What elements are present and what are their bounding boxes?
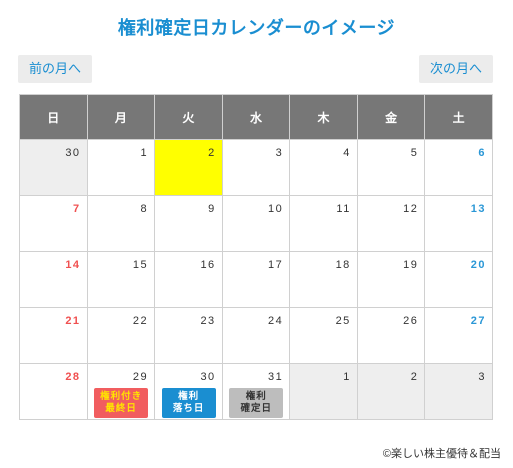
event-badge: 権利付き 最終日: [94, 388, 149, 418]
day-number: 6: [478, 147, 486, 159]
day-cell[interactable]: 10: [221, 195, 291, 252]
day-number: 13: [470, 203, 486, 215]
day-cell[interactable]: 15: [86, 251, 156, 308]
day-cell[interactable]: 4: [289, 139, 358, 196]
day-number: 22: [132, 315, 149, 327]
day-number: 12: [403, 203, 419, 215]
day-cell[interactable]: 23: [154, 307, 223, 364]
day-cell[interactable]: 25: [289, 307, 358, 364]
day-cell[interactable]: 16: [154, 251, 223, 308]
weekday-header-row: 日 月 火 水 木 金 土: [19, 94, 493, 140]
day-cell[interactable]: 8: [86, 195, 156, 252]
day-cell[interactable]: 27: [424, 307, 493, 364]
prev-month-button[interactable]: 前の月へ: [18, 55, 93, 83]
weekday-fri: 金: [356, 94, 426, 140]
day-number: 7: [72, 203, 81, 215]
day-number: 1: [140, 147, 149, 159]
day-number: 2: [410, 371, 419, 383]
day-cell[interactable]: 17: [221, 251, 291, 308]
page-title: 権利確定日カレンダーのイメージ: [117, 18, 396, 38]
event-badge: 権利 確定日: [229, 388, 284, 418]
day-number: 24: [268, 315, 284, 327]
day-number: 11: [336, 203, 351, 215]
day-cell[interactable]: 24: [221, 307, 291, 364]
day-number: 5: [410, 147, 419, 159]
day-number: 18: [335, 259, 351, 271]
day-cell[interactable]: 11: [289, 195, 358, 252]
day-cell[interactable]: 13: [424, 195, 493, 252]
week-row: 30 1 2 3 4 5 6: [19, 139, 493, 196]
weekday-tue: 火: [154, 94, 223, 140]
day-cell[interactable]: 5: [356, 139, 426, 196]
calendar: 日 月 火 水 木 金 土 30 1 2 3 4 5 6 7 8 9 10 11 12 13 14 15 16 1…: [19, 94, 493, 420]
weekday-sat: 土: [424, 94, 493, 140]
day-number: 29: [132, 371, 149, 383]
day-cell[interactable]: 6: [424, 139, 493, 196]
next-month-button[interactable]: 次の月へ: [418, 55, 493, 83]
day-number: 30: [65, 147, 81, 159]
day-number: 15: [132, 259, 149, 271]
day-number: 10: [268, 203, 284, 215]
day-number: 2: [208, 147, 216, 159]
day-number: 31: [268, 371, 284, 383]
day-cell[interactable]: 3: [221, 139, 291, 196]
day-cell[interactable]: 2: [154, 139, 223, 196]
day-cell[interactable]: 31 権利 確定日: [221, 363, 291, 420]
day-cell[interactable]: 21: [19, 307, 88, 364]
day-cell[interactable]: 26: [356, 307, 426, 364]
day-cell[interactable]: 1: [289, 363, 358, 420]
day-cell[interactable]: 9: [154, 195, 223, 252]
day-cell[interactable]: 20: [424, 251, 493, 308]
day-cell[interactable]: 7: [19, 195, 88, 252]
day-cell[interactable]: 3: [424, 363, 493, 420]
day-number: 16: [200, 259, 216, 271]
day-number: 26: [403, 315, 419, 327]
week-row: 28 29 権利付き 最終日 30 権利 落ち日 31 権利 確定日 1 2 3: [19, 363, 493, 420]
day-cell[interactable]: 30: [19, 139, 88, 196]
day-number: 3: [275, 147, 284, 159]
day-cell[interactable]: 14: [19, 251, 88, 308]
day-number: 9: [208, 203, 216, 215]
day-cell[interactable]: 19: [356, 251, 426, 308]
day-number: 21: [65, 315, 81, 327]
day-number: 23: [200, 315, 216, 327]
day-cell[interactable]: 29 権利付き 最終日: [86, 363, 156, 420]
week-row: 14 15 16 17 18 19 20: [19, 251, 493, 308]
day-number: 17: [268, 259, 284, 271]
day-cell[interactable]: 28: [19, 363, 88, 420]
day-number: 19: [403, 259, 419, 271]
weekday-thu: 木: [289, 94, 358, 140]
week-row: 7 8 9 10 11 12 13: [19, 195, 493, 252]
day-number: 3: [478, 371, 486, 383]
copyright: ©楽しい株主優待＆配当: [382, 448, 501, 460]
calendar-body: 30 1 2 3 4 5 6 7 8 9 10 11 12 13 14 15 16 17 18 19 20 21 22 23 2…: [19, 139, 493, 420]
day-number: 1: [343, 371, 351, 383]
day-cell[interactable]: 18: [289, 251, 358, 308]
day-cell[interactable]: 22: [86, 307, 156, 364]
day-cell[interactable]: 30 権利 落ち日: [154, 363, 223, 420]
day-number: 28: [65, 371, 81, 383]
day-number: 8: [140, 203, 149, 215]
day-number: 20: [470, 259, 486, 271]
day-number: 25: [335, 315, 351, 327]
day-cell[interactable]: 1: [86, 139, 156, 196]
day-number: 4: [343, 147, 351, 159]
weekday-mon: 月: [86, 94, 156, 140]
day-number: 27: [470, 315, 486, 327]
weekday-sun: 日: [19, 94, 88, 140]
day-cell[interactable]: 2: [356, 363, 426, 420]
day-number: 14: [65, 259, 81, 271]
weekday-wed: 水: [221, 94, 291, 140]
day-number: 30: [200, 371, 216, 383]
day-cell[interactable]: 12: [356, 195, 426, 252]
week-row: 21 22 23 24 25 26 27: [19, 307, 493, 364]
event-badge: 権利 落ち日: [161, 388, 216, 418]
